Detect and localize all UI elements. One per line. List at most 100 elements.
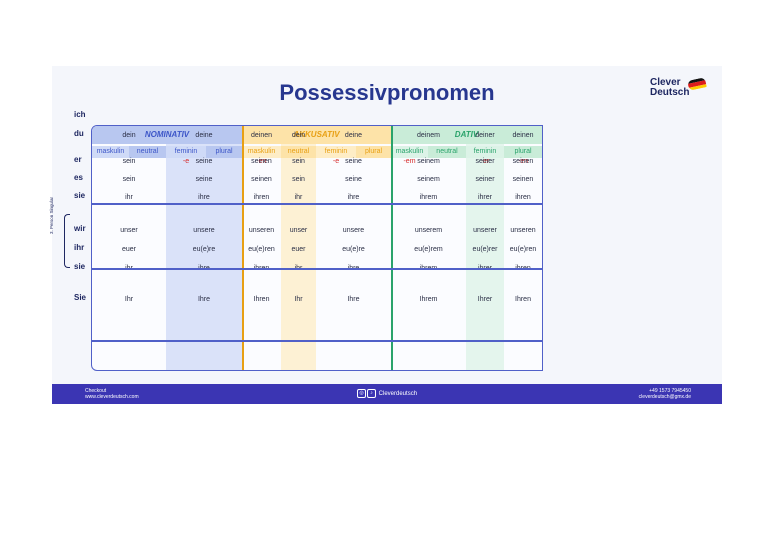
table-cell: deine [344, 132, 363, 139]
table-cell: eu(e)re [342, 246, 365, 253]
gender-label: neutral [281, 146, 316, 158]
table-cell: Ihren [253, 296, 270, 303]
tiktok-icon: ♪ [367, 389, 376, 398]
table-cell: unseren [510, 227, 536, 234]
case-block-akkusativ: AKKUSATIV maskulin -en neutral feminin -e plur… [242, 126, 391, 370]
table-cell: euer [121, 246, 136, 253]
table-cell: unser [289, 227, 308, 234]
group-divider [91, 340, 543, 342]
case-highlight [166, 144, 242, 370]
ending-suffix: -en [256, 158, 267, 165]
table-cell: deinen [250, 132, 273, 139]
slide: Possessivpronomen Clever Deutsch NOMINAT… [49, 66, 722, 404]
gender-label: feminin [316, 146, 356, 158]
table-cell: seine [345, 158, 362, 165]
table-cell: sein [122, 158, 136, 165]
table-cell: seinem [417, 158, 440, 165]
gender-label: neutral [428, 146, 466, 158]
table-cell: unseren [248, 227, 275, 234]
pronoun-label: es [74, 173, 83, 182]
table-cell: seinen [512, 158, 534, 165]
table-cell: dein [291, 132, 306, 139]
table-cell: unsere [342, 227, 365, 234]
footer-url: www.cleverdeutsch.com [85, 394, 139, 400]
gender-label: plural [206, 146, 242, 158]
gender-label: plural [356, 146, 391, 158]
gender-label: maskulin [242, 146, 281, 158]
table-cell: eu(e)ren [509, 246, 537, 253]
table-cell: ihr [125, 194, 133, 201]
table-cell: Ihrem [419, 296, 438, 303]
pronoun-label: ihr [74, 243, 85, 252]
group-divider [91, 203, 543, 205]
table-cell: ihr [294, 194, 303, 201]
table-cell: unsere [193, 227, 215, 234]
table-cell: Ihr [294, 296, 303, 303]
table-cell: ihrem [419, 194, 438, 201]
table-cell: seine [195, 158, 213, 165]
case-divider [242, 126, 244, 370]
table-cell: sein [292, 158, 305, 165]
table-cell: unser [120, 227, 138, 234]
table-cell: Ihr [124, 296, 134, 303]
case-header-dativ: DATIV [391, 126, 542, 144]
table-cell: unserer [473, 227, 497, 234]
table-cell: deine [195, 132, 213, 139]
case-header-nominativ: NOMINATIV [92, 126, 242, 144]
page-title: Possessivpronomen [279, 80, 495, 105]
table-cell: seinen [251, 176, 272, 183]
table-cell: Ihre [197, 296, 211, 303]
logo: Clever Deutsch [650, 77, 707, 98]
table-cell: seine [345, 176, 362, 183]
table-cell: deinen [512, 132, 534, 139]
footer-checkout: Checkout [85, 388, 107, 394]
footer-contact: +49 1573 7945450 cleverdeutsch@gmx.de [639, 388, 691, 400]
table-cell: dein [122, 132, 136, 139]
logo-line-2: Deutsch [650, 87, 690, 98]
case-highlight [281, 144, 316, 370]
pronoun-label: Sie [74, 293, 87, 302]
case-header-akkusativ: AKKUSATIV [242, 126, 391, 144]
table-cell: ihrer [477, 194, 492, 201]
table-cell: unserem [414, 227, 443, 234]
table-cell: ihren [253, 194, 270, 201]
gender-label: neutral [129, 146, 166, 158]
ending-suffix: -en [517, 158, 529, 165]
table-cell: ihre [347, 194, 360, 201]
pronoun-label: wir [74, 224, 86, 233]
table-cell: seinen [512, 176, 534, 183]
table-cell: seiner [475, 176, 495, 183]
gender-label: plural [504, 146, 542, 158]
table-cell: seine [195, 176, 213, 183]
table-cell: Ihren [515, 296, 531, 303]
table-cell: ihren [515, 194, 531, 201]
table-cell: eu(e)rer [472, 246, 498, 253]
table-cell: eu(e)rem [414, 246, 443, 253]
ending-suffix: -e [332, 158, 340, 165]
table-cell: seinen [251, 158, 272, 165]
table-cell: deinem [417, 132, 440, 139]
footer-website: Checkout www.cleverdeutsch.com [85, 388, 139, 400]
instagram-icon: ◎ [357, 389, 366, 398]
pronoun-label: sie [74, 191, 86, 200]
table-cell: sein [122, 176, 136, 183]
group-divider [91, 268, 543, 270]
gender-label: feminin [466, 146, 504, 158]
gender-label: maskulin [391, 146, 428, 158]
table-cell: eu(e)ren [248, 246, 275, 253]
table-cell: deiner [475, 132, 495, 139]
case-block-nominativ: NOMINATIVmaskulinneutralfeminin-epluralm… [92, 126, 242, 370]
case-block-dativ: DATIV maskulin -em neutral feminin -er plural -… [391, 126, 542, 370]
gender-label: feminin [166, 146, 206, 158]
ending-suffix: -em [403, 158, 416, 165]
table-cell: Ihrer [477, 296, 493, 303]
pronoun-label: er [74, 155, 82, 164]
logo-line-1: Clever [650, 77, 681, 88]
footer: Checkout www.cleverdeutsch.com ◎ ♪ Clever… [52, 384, 722, 404]
table-cell: sein [292, 176, 305, 183]
footer-email: cleverdeutsch@gmx.de [638, 394, 691, 400]
pronoun-label: sie [74, 262, 86, 271]
footer-phone: +49 1573 7945450 [649, 388, 691, 394]
pronoun-label: ich [74, 110, 86, 119]
ending-suffix: -er [480, 158, 490, 165]
